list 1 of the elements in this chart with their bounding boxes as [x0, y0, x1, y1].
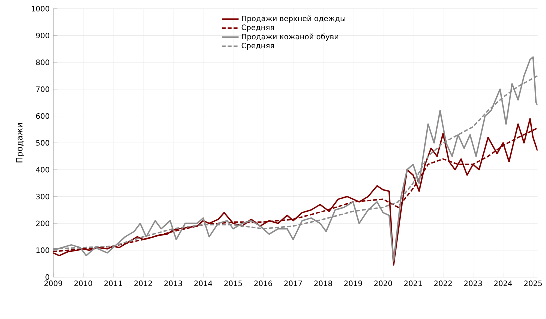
y-axis-title: Продажи: [16, 124, 24, 163]
